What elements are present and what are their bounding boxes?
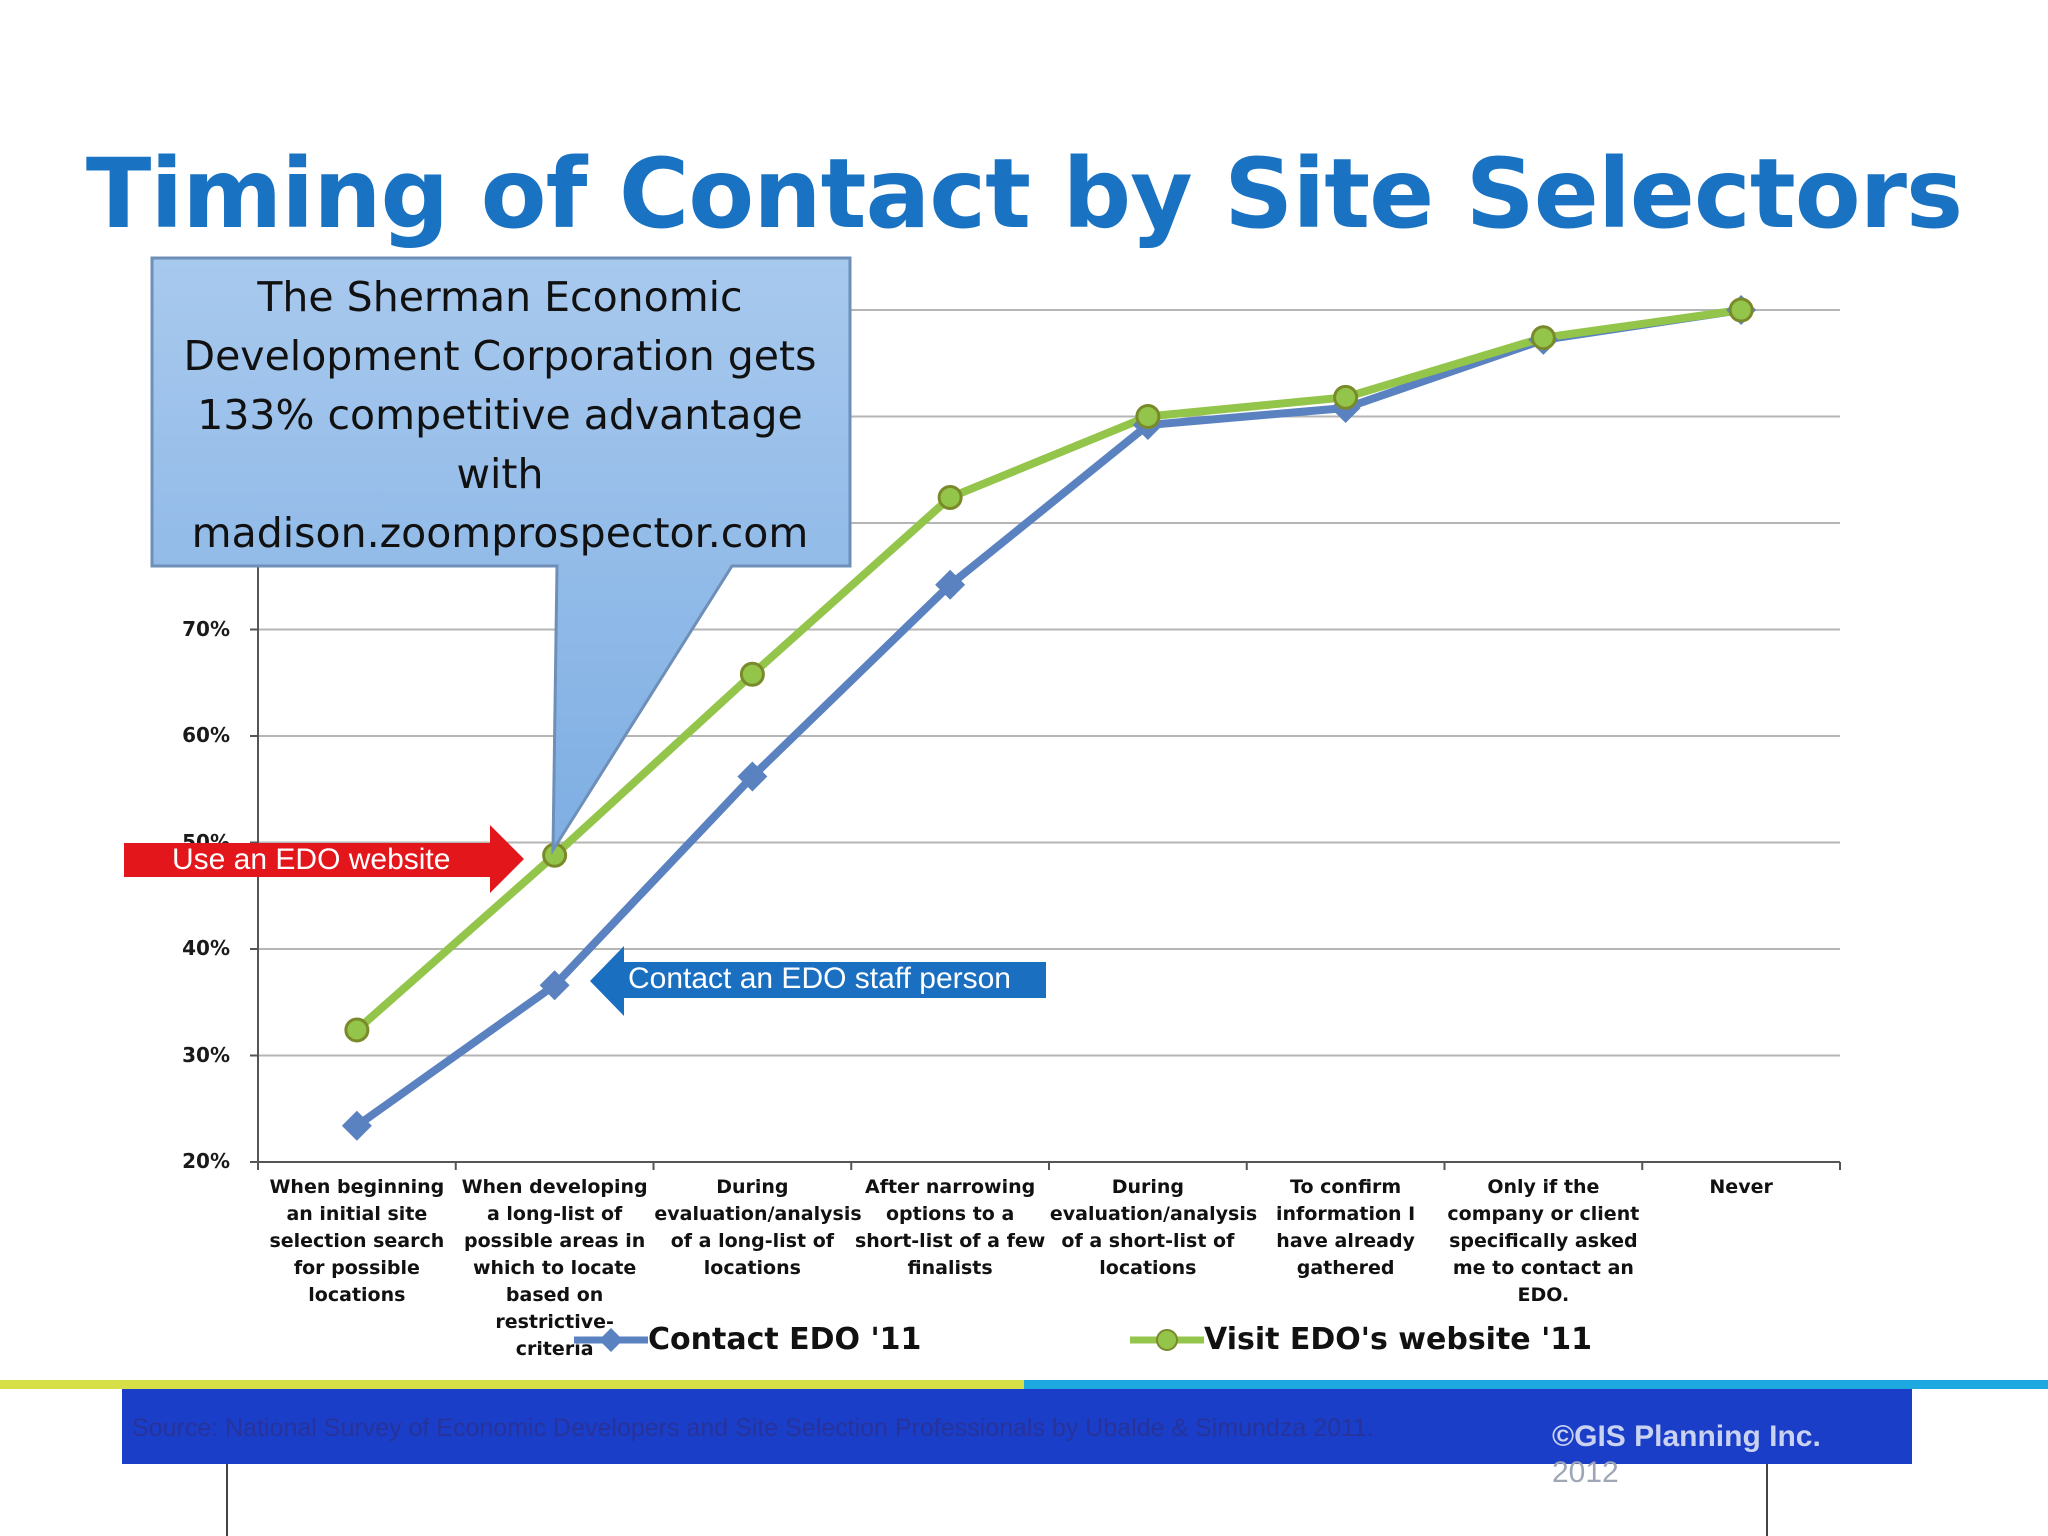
data-point-visit	[1728, 297, 1754, 323]
x-category-label: Never	[1709, 1176, 1773, 1198]
data-point-contact	[935, 569, 966, 600]
data-point-visit	[937, 484, 963, 510]
legend-swatch-visit	[1130, 1328, 1204, 1351]
y-tick-label: 70%	[182, 616, 230, 641]
data-point-visit	[739, 661, 765, 687]
x-category-label: During evaluation/analysis of a long-lis…	[654, 1176, 862, 1279]
data-point-contact	[341, 1110, 372, 1141]
y-tick-label: 40%	[182, 936, 230, 960]
source-text: Source: National Survey of Economic Deve…	[132, 1414, 1374, 1442]
y-tick-label: 30%	[182, 1042, 230, 1067]
callout-text: The Sherman Economic Development Corpora…	[183, 273, 817, 557]
slide-title: Timing of Contact by Site Selectors	[85, 138, 1963, 250]
legend-item-contact: Contact EDO '11	[574, 1322, 921, 1357]
red-arrow-label: Use an EDO website	[172, 843, 451, 876]
data-point-visit	[542, 842, 568, 868]
copyright-year: 2012	[1552, 1456, 1619, 1489]
legend-swatch-contact	[574, 1327, 648, 1352]
data-point-visit	[344, 1017, 370, 1043]
y-tick-label: 20%	[182, 1149, 230, 1173]
footer-bar	[122, 1389, 1912, 1464]
blue-arrow-label: Contact an EDO staff person	[628, 962, 1011, 995]
x-category-label: During evaluation/analysis of a short-li…	[1049, 1176, 1258, 1279]
x-category-label: Only if the company or client specifical…	[1447, 1176, 1640, 1306]
footer-divider-left	[226, 1464, 228, 1536]
x-category-label: To confirm information I have already ga…	[1276, 1176, 1416, 1279]
y-tick-label: 60%	[182, 723, 230, 747]
data-point-contact	[539, 970, 570, 1001]
footer-divider-right	[1766, 1464, 1768, 1536]
footer-stripe-green	[0, 1380, 1024, 1389]
data-point-visit	[1530, 325, 1556, 351]
legend-label-visit: Visit EDO's website '11	[1204, 1322, 1593, 1357]
data-point-visit	[1333, 384, 1359, 410]
x-category-label: When developing a long-list of possible …	[461, 1176, 648, 1360]
data-point-visit	[1135, 404, 1161, 429]
copyright-text: ©GIS Planning Inc.	[1552, 1420, 1821, 1453]
legend-item-visit: Visit EDO's website '11	[1130, 1322, 1592, 1357]
x-category-label: After narrowing options to a short-list …	[854, 1176, 1046, 1279]
x-category-label: When beginning an initial site selection…	[269, 1176, 445, 1306]
legend-label-contact: Contact EDO '11	[648, 1322, 922, 1357]
footer-stripe-blue	[1024, 1380, 2048, 1389]
